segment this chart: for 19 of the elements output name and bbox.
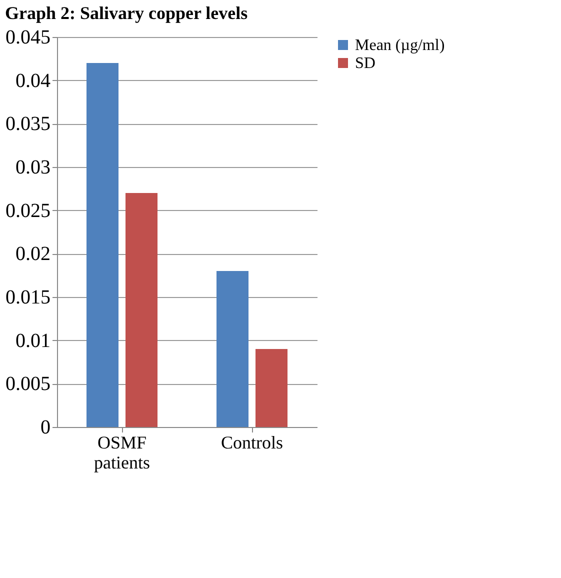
bar: [86, 63, 118, 427]
chart-title: Graph 2: Salivary copper levels: [5, 3, 248, 23]
y-tick-label: 0: [40, 416, 50, 438]
y-tick-label: 0.02: [16, 243, 50, 266]
legend-label: Mean (µg/ml): [355, 37, 445, 54]
y-tick-label: 0.015: [6, 286, 50, 308]
y-tick-label: 0.005: [6, 373, 50, 396]
y-tick-label: 0.01: [16, 330, 50, 352]
y-tick-label: 0.025: [6, 200, 50, 222]
y-tick-label: 0.045: [6, 26, 50, 48]
y-tick-label: 0.04: [16, 70, 50, 92]
legend-label: SD: [355, 55, 376, 72]
bar: [256, 349, 288, 427]
y-tick-label: 0.035: [6, 113, 50, 136]
bar: [126, 193, 158, 427]
x-tick-label: Controls: [220, 432, 284, 452]
bar: [216, 271, 248, 427]
x-tick-label: OSMF patients: [94, 432, 150, 472]
y-tick-label: 0.03: [16, 156, 50, 178]
